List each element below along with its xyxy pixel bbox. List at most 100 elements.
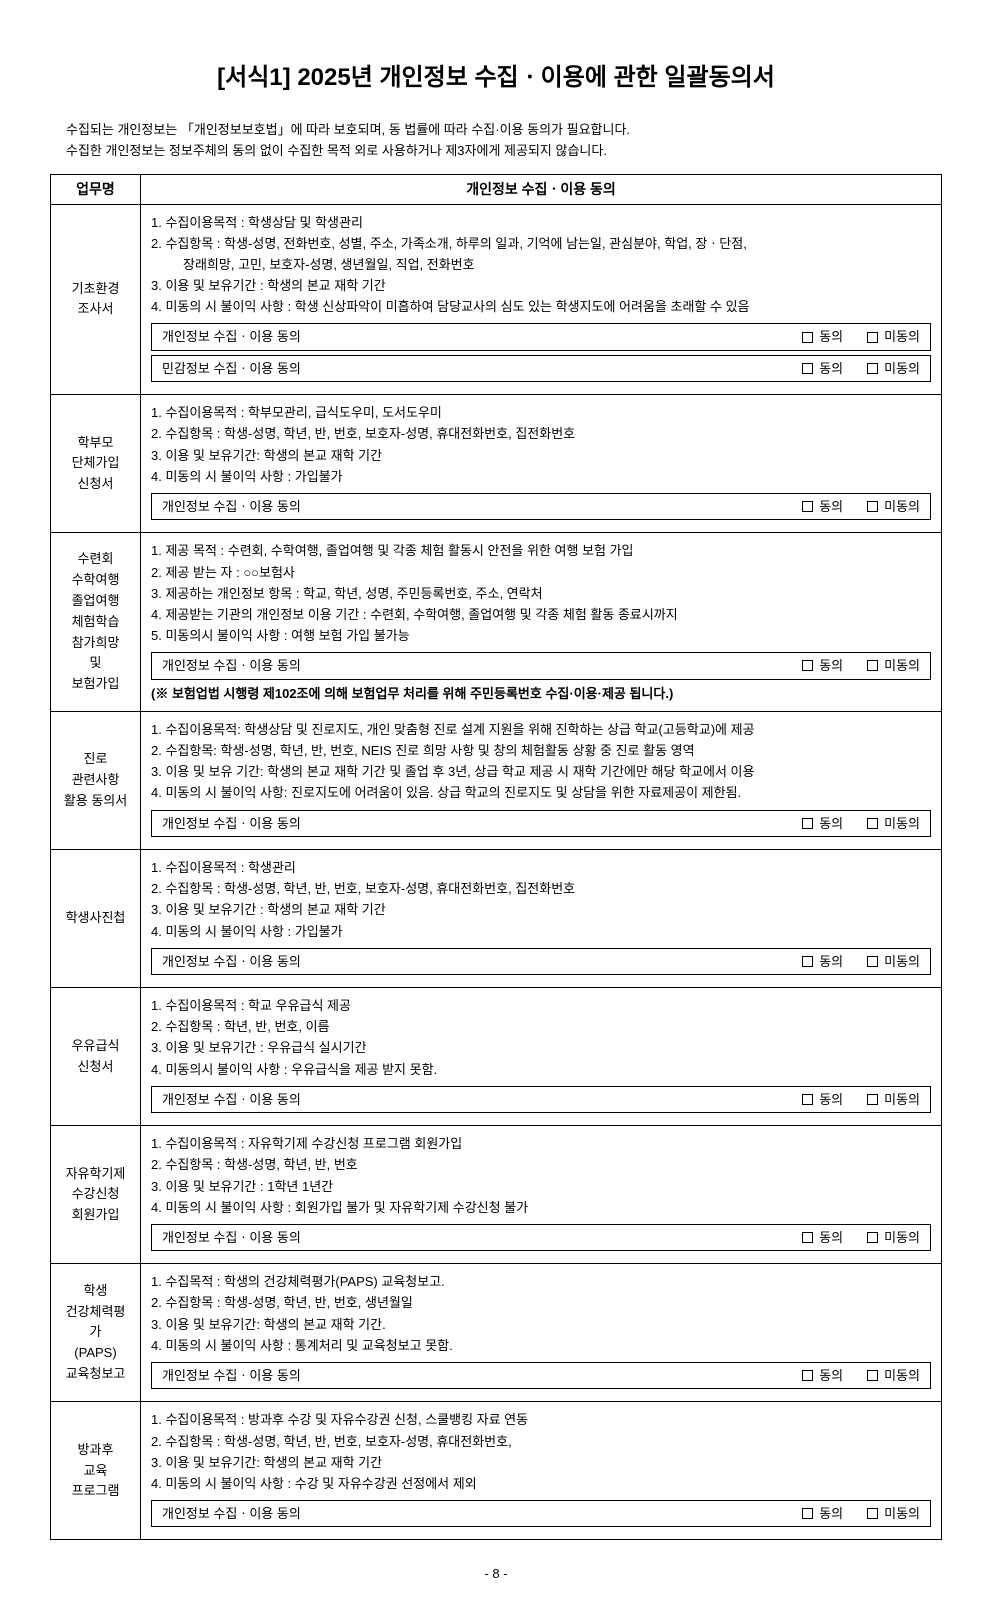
section-label: 진로관련사항활용 동의서 [51, 712, 141, 850]
detail-line: 1. 수집이용목적: 학생상담 및 진로지도, 개인 맞춤형 진로 설계 지원을… [151, 720, 931, 740]
checkbox-box-icon [802, 660, 813, 671]
consent-label: 개인정보 수집ㆍ이용 동의 [162, 952, 301, 972]
consent-label: 개인정보 수집ㆍ이용 동의 [162, 1366, 301, 1386]
sensitive-consent-row: 민감정보 수집ㆍ이용 동의 동의 미동의 [151, 355, 931, 383]
detail-line: 2. 수집항목 : 학생-성명, 학년, 반, 번호, 보호자-성명, 휴대전화… [151, 879, 931, 899]
header-col2: 개인정보 수집ㆍ이용 동의 [141, 174, 942, 204]
section-details: 1. 수집이용목적 : 방과후 수강 및 자유수강권 신청, 스쿨뱅킹 자료 연… [151, 1410, 931, 1494]
personal-consent-row: 개인정보 수집ㆍ이용 동의동의미동의 [151, 1224, 931, 1252]
detail-line: 1. 수집이용목적 : 방과후 수강 및 자유수강권 신청, 스쿨뱅킹 자료 연… [151, 1410, 931, 1430]
consent-table: 업무명 개인정보 수집ㆍ이용 동의 기초환경조사서1. 수집이용목적 : 학생상… [50, 174, 942, 1541]
checkbox-box-icon [867, 332, 878, 343]
checkbox-box-icon [802, 501, 813, 512]
section-label: 학생사진첩 [51, 850, 141, 988]
section-content: 1. 제공 목적 : 수련회, 수학여행, 졸업여행 및 각종 체험 활동시 안… [141, 533, 942, 712]
checkbox-disagree[interactable]: 미동의 [867, 1366, 920, 1386]
section-details: 1. 수집이용목적 : 학부모관리, 급식도우미, 도서도우미2. 수집항목 :… [151, 403, 931, 487]
detail-line: 3. 이용 및 보유 기간: 학생의 본교 재학 기간 및 졸업 후 3년, 상… [151, 762, 931, 782]
section-details: 1. 수집이용목적 : 학생관리2. 수집항목 : 학생-성명, 학년, 반, … [151, 858, 931, 942]
detail-line: 4. 미동의 시 불이익 사항 : 가입불가 [151, 922, 931, 942]
section-content: 1. 수집이용목적 : 학부모관리, 급식도우미, 도서도우미2. 수집항목 :… [141, 395, 942, 533]
checkbox-box-icon [867, 1094, 878, 1105]
detail-line: 4. 미동의 시 불이익 사항 : 가입불가 [151, 467, 931, 487]
detail-line: 1. 수집이용목적 : 자유학기제 수강신청 프로그램 회원가입 [151, 1134, 931, 1154]
checkbox-agree[interactable]: 동의 [802, 1366, 843, 1386]
checkbox-box-icon [867, 1232, 878, 1243]
checkbox-label: 동의 [819, 814, 843, 834]
checkbox-disagree[interactable]: 미동의 [867, 359, 920, 379]
detail-line: 1. 수집이용목적 : 학부모관리, 급식도우미, 도서도우미 [151, 403, 931, 423]
detail-line: 3. 이용 및 보유기간: 학생의 본교 재학 기간. [151, 1315, 931, 1335]
checkbox-label: 동의 [819, 1366, 843, 1386]
section-details: 1. 제공 목적 : 수련회, 수학여행, 졸업여행 및 각종 체험 활동시 안… [151, 541, 931, 646]
checkbox-label: 미동의 [884, 1504, 920, 1524]
checkbox-box-icon [867, 660, 878, 671]
checkbox-label: 미동의 [884, 359, 920, 379]
checkbox-box-icon [802, 1370, 813, 1381]
detail-line: 1. 수집목적 : 학생의 건강체력평가(PAPS) 교육청보고. [151, 1272, 931, 1292]
section-label: 자유학기제수강신청회원가입 [51, 1126, 141, 1264]
checkbox-box-icon [867, 956, 878, 967]
section-content: 1. 수집이용목적 : 학생관리2. 수집항목 : 학생-성명, 학년, 반, … [141, 850, 942, 988]
checkbox-box-icon [802, 1508, 813, 1519]
detail-line: 3. 이용 및 보유기간: 학생의 본교 재학 기간 [151, 446, 931, 466]
detail-line: 2. 수집항목 : 학생-성명, 학년, 반, 번호 [151, 1155, 931, 1175]
checkbox-box-icon [802, 956, 813, 967]
checkbox-disagree[interactable]: 미동의 [867, 1504, 920, 1524]
checkbox-agree[interactable]: 동의 [802, 497, 843, 517]
checkbox-disagree[interactable]: 미동의 [867, 952, 920, 972]
page-number: - 8 - [50, 1564, 942, 1584]
section-label: 기초환경조사서 [51, 204, 141, 395]
checkbox-disagree[interactable]: 미동의 [867, 1090, 920, 1110]
checkbox-disagree[interactable]: 미동의 [867, 814, 920, 834]
consent-label: 민감정보 수집ㆍ이용 동의 [162, 359, 301, 379]
checkbox-agree[interactable]: 동의 [802, 1090, 843, 1110]
document-title: [서식1] 2025년 개인정보 수집ㆍ이용에 관한 일괄동의서 [50, 60, 942, 96]
section-content: 1. 수집이용목적 : 자유학기제 수강신청 프로그램 회원가입2. 수집항목 … [141, 1126, 942, 1264]
consent-label: 개인정보 수집ㆍ이용 동의 [162, 656, 301, 676]
checkbox-agree[interactable]: 동의 [802, 359, 843, 379]
checkbox-agree[interactable]: 동의 [802, 1228, 843, 1248]
detail-line: 4. 미동의 시 불이익 사항: 진로지도에 어려움이 있음. 상급 학교의 진… [151, 783, 931, 803]
section-content: 1. 수집목적 : 학생의 건강체력평가(PAPS) 교육청보고.2. 수집항목… [141, 1264, 942, 1402]
detail-line: 장래희망, 고민, 보호자-성명, 생년월일, 직업, 전화번호 [151, 255, 931, 275]
section-content: 1. 수집이용목적 : 학생상담 및 학생관리2. 수집항목 : 학생-성명, … [141, 204, 942, 395]
detail-line: 3. 이용 및 보유기간 : 우유급식 실시기간 [151, 1038, 931, 1058]
checkbox-agree[interactable]: 동의 [802, 327, 843, 347]
detail-line: 2. 수집항목 : 학생-성명, 전화번호, 성별, 주소, 가족소개, 하루의… [151, 234, 931, 254]
checkbox-label: 동의 [819, 359, 843, 379]
checkbox-disagree[interactable]: 미동의 [867, 327, 920, 347]
checkbox-disagree[interactable]: 미동의 [867, 656, 920, 676]
section-label: 우유급식신청서 [51, 988, 141, 1126]
detail-line: 5. 미동의시 불이익 사항 : 여행 보험 가입 불가능 [151, 626, 931, 646]
checkbox-label: 미동의 [884, 327, 920, 347]
checkbox-agree[interactable]: 동의 [802, 814, 843, 834]
personal-consent-row: 개인정보 수집ㆍ이용 동의 동의 미동의 [151, 1086, 931, 1114]
detail-line: 4. 제공받는 기관의 개인정보 이용 기간 : 수련회, 수학여행, 졸업여행… [151, 605, 931, 625]
checkbox-label: 동의 [819, 1090, 843, 1110]
consent-label: 개인정보 수집ㆍ이용 동의 [162, 1090, 301, 1110]
personal-consent-row: 개인정보 수집ㆍ이용 동의 동의 미동의 [151, 652, 931, 680]
section-content: 1. 수집이용목적 : 방과후 수강 및 자유수강권 신청, 스쿨뱅킹 자료 연… [141, 1402, 942, 1540]
checkbox-agree[interactable]: 동의 [802, 1504, 843, 1524]
detail-line: 4. 미동의 시 불이익 사항 : 수강 및 자유수강권 선정에서 제외 [151, 1474, 931, 1494]
consent-label: 개인정보 수집ㆍ이용 동의 [162, 1504, 301, 1524]
checkbox-box-icon [867, 1508, 878, 1519]
section-details: 1. 수집목적 : 학생의 건강체력평가(PAPS) 교육청보고.2. 수집항목… [151, 1272, 931, 1356]
detail-line: 1. 수집이용목적 : 학생상담 및 학생관리 [151, 213, 931, 233]
checkbox-disagree[interactable]: 미동의 [867, 497, 920, 517]
checkbox-agree[interactable]: 동의 [802, 952, 843, 972]
detail-line: 3. 이용 및 보유기간 : 학생의 본교 재학 기간 [151, 900, 931, 920]
detail-line: 3. 이용 및 보유기간 : 1학년 1년간 [151, 1177, 931, 1197]
intro-block: 수집되는 개인정보는 「개인정보보호법」에 따라 보호되며, 동 법률에 따라 … [50, 120, 942, 162]
checkbox-disagree[interactable]: 미동의 [867, 1228, 920, 1248]
personal-consent-row: 개인정보 수집ㆍ이용 동의 동의 미동의 [151, 1362, 931, 1390]
detail-line: 2. 수집항목: 학생-성명, 학년, 반, 번호, NEIS 진로 희망 사항… [151, 741, 931, 761]
section-label: 방과후교육프로그램 [51, 1402, 141, 1540]
personal-consent-row: 개인정보 수집ㆍ이용 동의동의미동의 [151, 323, 931, 351]
checkbox-agree[interactable]: 동의 [802, 656, 843, 676]
checkbox-label: 동의 [819, 327, 843, 347]
checkbox-label: 미동의 [884, 1228, 920, 1248]
detail-line: 4. 미동의시 불이익 사항 : 우유급식을 제공 받지 못함. [151, 1060, 931, 1080]
header-col1: 업무명 [51, 174, 141, 204]
